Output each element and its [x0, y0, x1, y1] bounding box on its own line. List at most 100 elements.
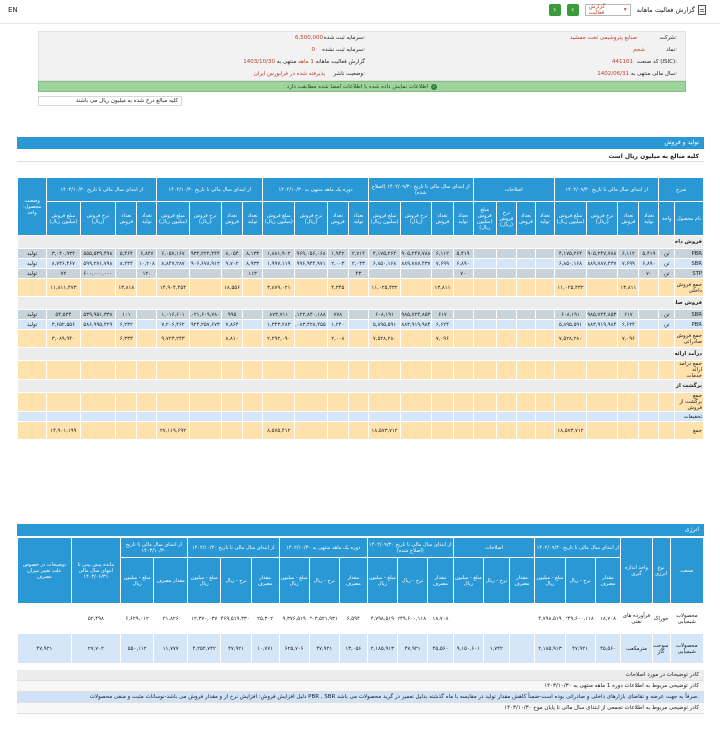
cell-value — [242, 360, 264, 380]
cell-value — [400, 360, 433, 380]
subcol-amount-g3: مبلغ فروش (میلیون ریال) — [367, 201, 402, 236]
cell-desc — [17, 603, 72, 634]
table-row: STP تن ۷۰ ۷۰ ۴۳ ۱۱۳ ۱۲۰ ۶۰۰,۰۰۰,۰۰۰ ۷۲ تولید — [16, 268, 704, 279]
cell-value: ۱۴,۹۰۴,۴۵۴ — [156, 278, 190, 297]
cell-value — [115, 421, 138, 440]
cell-value: ۱۱,۰۲۵,۴۳۲ — [553, 278, 588, 297]
subcol-qty_prod-g4: تعداد تولید — [347, 201, 369, 236]
cell-value — [472, 392, 497, 412]
subcol-amount-g6: مبلغ فروش (میلیون ریال) — [46, 201, 81, 236]
energy-col-type: نوع انرژی — [651, 537, 671, 604]
subcol-rate-g1: نرخ فروش (ریال) — [586, 201, 619, 236]
cell-value: ۹۰۵,۲۴۷,۷۸۸ — [586, 248, 619, 259]
cell-value — [294, 411, 328, 422]
cell-value: ۲۴۹,۶۰۰,۱۱۸ — [396, 603, 429, 634]
cell-value — [188, 421, 222, 440]
cell-value: ۷۲ — [46, 268, 81, 279]
cell-value — [367, 411, 402, 422]
cell-value — [79, 392, 117, 412]
cell-value — [136, 329, 158, 348]
cell-value: ۱,۹۴۲ — [326, 248, 349, 259]
cell-value — [326, 268, 349, 279]
table-row: جمع فروش صادراتی ۷,۰۹۶ ۷,۵۲۸,۲۸۰ ۷,۰۹۶ ۷,۵۲۸… — [16, 329, 704, 348]
table-row: درآمد ارائه خدمات: — [16, 347, 704, 361]
cell-value — [347, 319, 369, 330]
cell-value: ۷۰ — [452, 268, 474, 279]
cell-value: ۶۲۵,۷۰۶ — [278, 633, 310, 664]
cell-value — [515, 268, 536, 279]
cell-value — [136, 421, 158, 440]
cell-value — [452, 309, 474, 320]
cell-value: ۸,۸۱۰ — [220, 329, 244, 348]
cell-value — [586, 329, 619, 348]
cell-value — [294, 421, 328, 440]
cell-value: ۱۸,۵۷۳,۷۱۲ — [367, 421, 402, 440]
prev-arrow-button[interactable]: ‹ — [566, 4, 579, 16]
cell-product-name: جمع فروش صادراتی — [674, 329, 704, 348]
registered-capital-value: 6,500,000 — [295, 35, 323, 41]
language-toggle[interactable]: EN — [8, 6, 18, 14]
energy-subcol-amount-g4: مبلغ - میلیون ریال — [278, 557, 310, 604]
cell-value: ۷,۲۰۶,۴۶۲ — [156, 319, 190, 330]
cell-value: ۹۹۵ — [220, 309, 244, 320]
row-group-label: برگشت از فروش: — [674, 379, 704, 393]
cell-value: ۶,۱۱۲ — [431, 248, 454, 259]
cell-value — [515, 278, 536, 297]
cell-value: ۴,۳۴۵ — [326, 278, 349, 297]
document-icon — [698, 5, 706, 15]
energy-col-remain: مانده پیش بینی تا انتهای سال مالی ۱۴۰۳/۰… — [70, 537, 121, 604]
cell-value: ۵,۴۶۴ — [115, 248, 138, 259]
cell-value — [534, 278, 555, 297]
cell-value — [326, 360, 349, 380]
subcol-rate-g3: نرخ فروش (ریال) — [400, 201, 433, 236]
cell-value: ۹,۳۷۶,۵۱۹ — [278, 603, 310, 634]
cell-product-name: PBR — [674, 319, 704, 330]
cell-value — [617, 360, 640, 380]
report-type-select[interactable]: گزارش فعالیت ▾ — [584, 4, 631, 16]
cell-value — [472, 360, 497, 380]
report-type-value: گزارش فعالیت — [588, 4, 606, 16]
cell-value: ۱۰,۷۷۱ — [250, 633, 280, 664]
cell-value — [294, 268, 328, 279]
cell-value: ۴۵,۵۶۰ — [594, 633, 622, 664]
cell-value — [495, 258, 517, 269]
cell-value — [586, 278, 619, 297]
energy-col-desc: توضیحات در خصوص علت تغییر میزان مصرف — [17, 537, 72, 604]
cell-value: ۲,۰۰۸ — [326, 329, 349, 348]
next-arrow-button[interactable]: › — [548, 4, 561, 16]
cell-value — [452, 392, 474, 412]
cell-value — [586, 392, 619, 412]
cell-value: ۳,۰۴۰,۹۳۴ — [46, 248, 81, 259]
fiscal-year-label: سال مالی منتهی به: — [630, 71, 677, 77]
cell-product-name: SBR — [674, 309, 704, 320]
cell-value — [452, 329, 474, 348]
production-subtitle: کلیه مبالغ به میلیون ریال است — [17, 151, 704, 162]
cell-value — [472, 309, 497, 320]
cell-value — [638, 421, 660, 440]
cell-value: ۴۷,۹۲۱ — [308, 633, 340, 664]
production-section-header: تولید و فروش — [17, 137, 704, 149]
cell-product-name: جمع فروش داخلی — [674, 278, 704, 297]
cell-value — [534, 319, 555, 330]
cell-value — [452, 411, 474, 422]
energy-col-industry: صنعت — [669, 537, 704, 604]
cell-etype: سوخت گاز — [651, 633, 671, 664]
cell-value — [638, 360, 660, 380]
cell-value: ۱,۱۲۲,۸۴۰,۱۸۸ — [294, 309, 328, 320]
energy-subcol-amount-g5: مبلغ - میلیون ریال — [186, 557, 222, 604]
company-value: صنایع پتروشیمی تخت جمشید — [569, 35, 637, 41]
cell-value — [452, 319, 474, 330]
cell-value — [136, 392, 158, 412]
report-label-mid: 1 ماهه — [298, 59, 314, 65]
cell-unit: فرآورده های نفتی — [620, 603, 653, 634]
cell-value — [431, 360, 454, 380]
cell-value — [400, 392, 433, 412]
cell-value: ۵۹۹,۲۷۱,۷۹۸ — [79, 258, 117, 269]
cell-value — [472, 268, 497, 279]
table-row: جمع فروش داخلی ۱۳,۸۱۱ ۱۱,۰۲۵,۴۳۲ ۱۳,۸۱۱ ۱۱,۰… — [16, 278, 704, 297]
subcol-qty_prod-g3: تعداد تولید — [452, 201, 474, 236]
cell-value: ۹,۱۵۰,۶۰۱ — [452, 633, 484, 664]
cell-value — [326, 411, 349, 422]
cell-value: ۸,۹۳۳ — [242, 258, 264, 269]
cell-value — [136, 411, 158, 422]
